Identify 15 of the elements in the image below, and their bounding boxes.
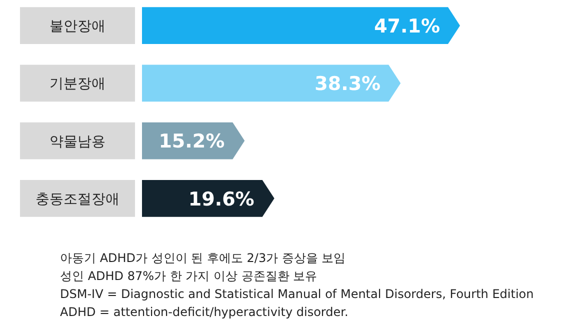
bar <box>142 64 401 102</box>
y-tick-label: 충동조절장애 <box>36 191 120 208</box>
y-tick-label: 약물남용 <box>50 134 106 150</box>
data-label: 38.3% <box>314 73 381 96</box>
text: ADHD = attention-deficit/hyperactivity disorder. <box>60 305 348 319</box>
data-label: 19.6% <box>188 188 254 210</box>
y-tick-label: 불안장애 <box>50 18 106 35</box>
data-label: 47.1% <box>374 15 440 38</box>
data-label: 15.2% <box>158 130 225 153</box>
text: 아동기 ADHD가 성인이 된 후에도 2/3가 증상을 보임 <box>60 251 346 265</box>
text: 성인 ADHD 87%가 한 가지 이상 공존질환 보유 <box>60 269 318 283</box>
text: DSM-IV = Diagnostic and Statistical Manual of Mental Disorders, Fourth Edition <box>60 287 534 301</box>
bar <box>142 180 274 217</box>
bar <box>142 7 460 44</box>
y-tick-label: 기분장애 <box>50 76 106 92</box>
